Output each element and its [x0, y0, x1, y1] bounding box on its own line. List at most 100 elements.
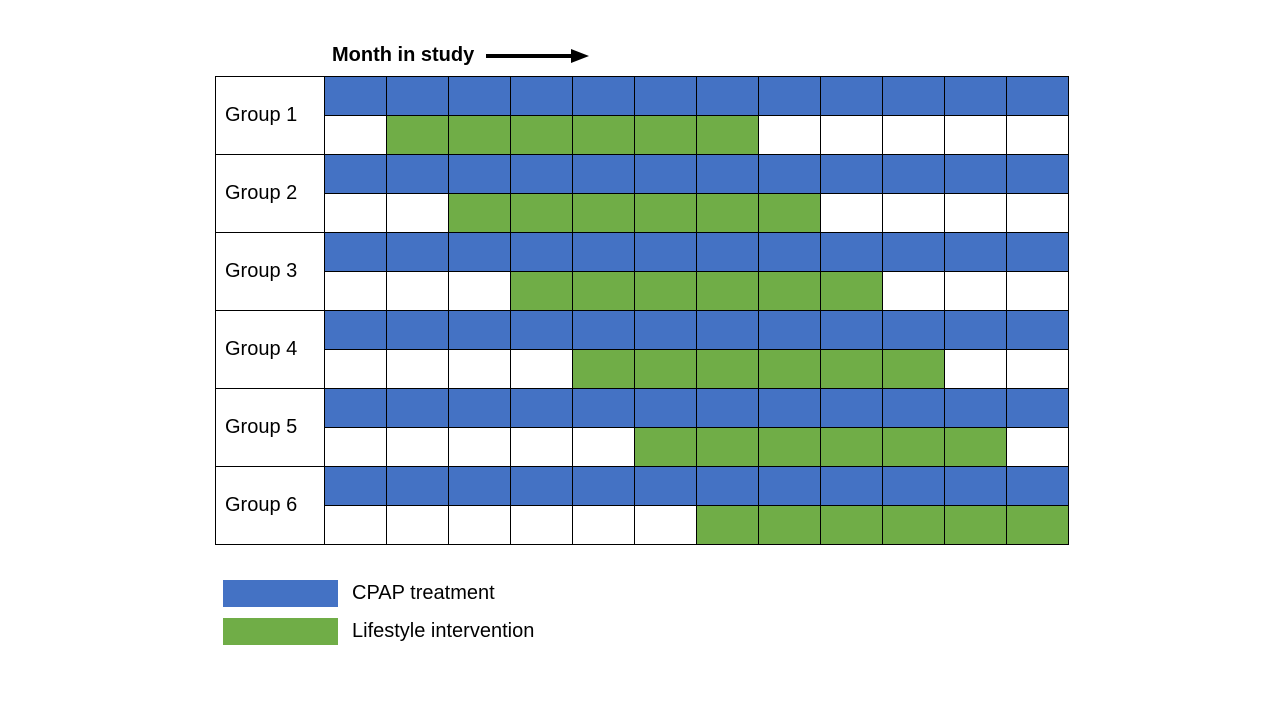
- cpap-cell: [449, 389, 511, 428]
- lifestyle-cell: [635, 428, 697, 467]
- cpap-cell: [325, 155, 387, 194]
- lifestyle-cell: [387, 506, 449, 545]
- lifestyle-cell: [821, 428, 883, 467]
- lifestyle-cell: [449, 272, 511, 311]
- lifestyle-cell: [821, 194, 883, 233]
- legend-label: Lifestyle intervention: [352, 620, 535, 642]
- lifestyle-cell: [325, 272, 387, 311]
- lifestyle-cell: [697, 194, 759, 233]
- cpap-cell: [759, 467, 821, 506]
- cpap-cell: [387, 311, 449, 350]
- cpap-cell: [573, 389, 635, 428]
- cpap-cell: [573, 467, 635, 506]
- cpap-cell: [759, 389, 821, 428]
- cpap-cell: [1007, 155, 1069, 194]
- cpap-cell: [883, 233, 945, 272]
- legend-swatch: [223, 618, 338, 645]
- lifestyle-cell: [759, 272, 821, 311]
- cpap-cell: [573, 311, 635, 350]
- cpap-cell: [511, 389, 573, 428]
- cpap-cell: [883, 77, 945, 116]
- cpap-cell: [697, 233, 759, 272]
- cpap-cell: [511, 233, 573, 272]
- lifestyle-cell: [759, 350, 821, 389]
- lifestyle-cell: [821, 350, 883, 389]
- lifestyle-cell: [449, 116, 511, 155]
- lifestyle-cell: [511, 272, 573, 311]
- lifestyle-cell: [573, 116, 635, 155]
- legend: CPAP treatment Lifestyle intervention: [223, 580, 534, 656]
- lifestyle-cell: [945, 428, 1007, 467]
- cpap-cell: [945, 233, 1007, 272]
- lifestyle-cell: [511, 428, 573, 467]
- cpap-cell: [449, 77, 511, 116]
- lifestyle-cell: [883, 272, 945, 311]
- cpap-cell: [387, 155, 449, 194]
- cpap-cell: [945, 311, 1007, 350]
- lifestyle-cell: [1007, 350, 1069, 389]
- cpap-cell: [325, 311, 387, 350]
- cpap-cell: [635, 233, 697, 272]
- cpap-cell: [387, 77, 449, 116]
- legend-label: CPAP treatment: [352, 582, 495, 604]
- cpap-cell: [759, 155, 821, 194]
- cpap-cell: [387, 467, 449, 506]
- cpap-cell: [573, 77, 635, 116]
- lifestyle-cell: [635, 194, 697, 233]
- cpap-cell: [759, 311, 821, 350]
- lifestyle-cell: [1007, 428, 1069, 467]
- lifestyle-cell: [387, 350, 449, 389]
- lifestyle-cell: [821, 272, 883, 311]
- lifestyle-cell: [325, 350, 387, 389]
- cpap-cell: [883, 467, 945, 506]
- lifestyle-cell: [325, 428, 387, 467]
- lifestyle-cell: [635, 272, 697, 311]
- lifestyle-cell: [635, 506, 697, 545]
- lifestyle-cell: [759, 116, 821, 155]
- lifestyle-cell: [697, 272, 759, 311]
- lifestyle-cell: [1007, 506, 1069, 545]
- cpap-cell: [759, 233, 821, 272]
- lifestyle-cell: [1007, 116, 1069, 155]
- cpap-cell: [325, 389, 387, 428]
- cpap-cell: [635, 389, 697, 428]
- cpap-cell: [1007, 233, 1069, 272]
- cpap-cell: [883, 311, 945, 350]
- cpap-cell: [635, 77, 697, 116]
- lifestyle-cell: [697, 506, 759, 545]
- lifestyle-cell: [945, 272, 1007, 311]
- lifestyle-cell: [387, 272, 449, 311]
- group-label: Group 2: [216, 155, 325, 233]
- lifestyle-cell: [449, 194, 511, 233]
- right-arrow-icon: [486, 48, 590, 63]
- lifestyle-cell: [325, 194, 387, 233]
- group-label: Group 1: [216, 77, 325, 155]
- lifestyle-cell: [697, 428, 759, 467]
- lifestyle-cell: [511, 506, 573, 545]
- cpap-cell: [511, 77, 573, 116]
- cpap-cell: [573, 233, 635, 272]
- cpap-cell: [387, 233, 449, 272]
- lifestyle-cell: [945, 350, 1007, 389]
- cpap-cell: [1007, 467, 1069, 506]
- cpap-cell: [325, 77, 387, 116]
- cpap-cell: [573, 155, 635, 194]
- lifestyle-cell: [759, 428, 821, 467]
- group-label: Group 3: [216, 233, 325, 311]
- lifestyle-cell: [697, 116, 759, 155]
- lifestyle-cell: [573, 506, 635, 545]
- cpap-cell: [697, 155, 759, 194]
- cpap-cell: [883, 155, 945, 194]
- study-grid: Group 1 Group 2 Group 3 Group 4 Group 5 Group…: [215, 76, 1069, 545]
- cpap-cell: [325, 233, 387, 272]
- cpap-cell: [511, 467, 573, 506]
- lifestyle-cell: [511, 350, 573, 389]
- cpap-cell: [1007, 311, 1069, 350]
- lifestyle-cell: [821, 506, 883, 545]
- cpap-cell: [635, 311, 697, 350]
- cpap-cell: [325, 467, 387, 506]
- cpap-cell: [945, 155, 1007, 194]
- lifestyle-cell: [325, 116, 387, 155]
- lifestyle-cell: [1007, 272, 1069, 311]
